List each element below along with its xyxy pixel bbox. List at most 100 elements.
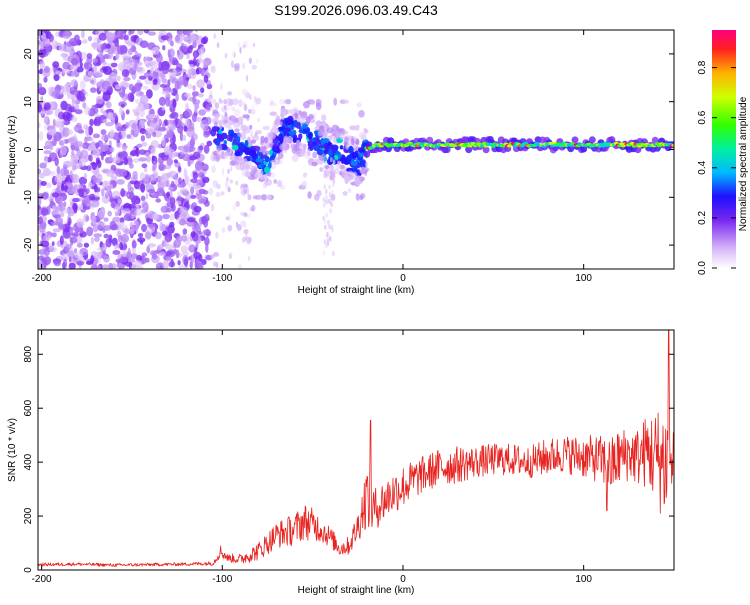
noise-blob — [182, 232, 187, 241]
colorbar-gradient — [712, 30, 736, 268]
noise-blob — [94, 187, 101, 193]
line-halo — [651, 136, 659, 144]
signal-blob — [319, 167, 323, 172]
noise-blob — [119, 107, 124, 116]
noise-blob — [134, 50, 138, 56]
signal-blob — [274, 146, 278, 152]
spectrogram-heatmap — [38, 30, 674, 269]
noise-blob — [119, 242, 124, 251]
noise-blob — [133, 259, 143, 268]
noise-blob — [188, 244, 196, 253]
noise-blob — [59, 145, 67, 156]
noise-blob — [43, 150, 52, 155]
noise-blob — [87, 144, 97, 151]
noise-blob — [74, 34, 80, 42]
noise-blob — [137, 237, 146, 243]
noise-blob — [95, 142, 100, 149]
signal-blob — [351, 171, 358, 178]
noise-blob — [215, 191, 221, 198]
noise-blob — [174, 239, 182, 247]
noise-blob — [71, 116, 78, 123]
signal-blob — [322, 215, 326, 221]
noise-blob — [192, 151, 201, 159]
noise-blob — [146, 89, 153, 99]
noise-blob — [224, 52, 228, 59]
noise-blob — [52, 118, 56, 128]
noise-blob — [71, 71, 75, 78]
noise-blob — [101, 188, 105, 197]
noise-blob — [201, 163, 209, 172]
signal-blob — [255, 169, 264, 177]
noise-blob — [74, 141, 79, 150]
noise-blob — [161, 90, 170, 95]
noise-blob — [121, 82, 130, 88]
noise-blob — [102, 180, 109, 190]
noise-blob — [88, 154, 93, 162]
signal-blob — [324, 193, 328, 199]
signal-blob — [229, 160, 237, 166]
noise-blob — [173, 159, 179, 164]
noise-blob — [162, 79, 168, 85]
noise-blob — [156, 118, 162, 126]
noise-blob — [137, 233, 144, 238]
noise-blob — [143, 30, 150, 34]
signal-blob — [351, 138, 355, 146]
noise-blob — [150, 60, 158, 69]
noise-blob — [53, 74, 60, 82]
noise-blob — [192, 50, 200, 59]
signal-blob — [223, 115, 227, 121]
noise-blob — [182, 30, 191, 35]
noise-blob — [116, 30, 121, 38]
noise-blob — [174, 118, 179, 126]
noise-blob — [71, 98, 75, 108]
noise-blob — [38, 82, 43, 89]
noise-blob — [186, 128, 195, 138]
line-halo — [363, 150, 371, 158]
signal-blob — [328, 141, 331, 147]
signal-blob — [266, 131, 274, 140]
signal-blob — [229, 155, 237, 161]
noise-blob — [38, 72, 41, 81]
noise-blob — [161, 106, 166, 111]
noise-blob — [147, 31, 156, 36]
signal-blob — [330, 157, 333, 163]
noise-blob — [165, 244, 174, 250]
noise-blob — [152, 70, 157, 80]
noise-blob — [83, 172, 87, 179]
noise-blob — [66, 41, 73, 47]
figure-title: S199.2026.096.03.49.C43 — [274, 2, 438, 18]
noise-blob — [60, 52, 68, 58]
signal-blob — [273, 127, 279, 134]
noise-blob — [227, 168, 230, 174]
noise-blob — [93, 233, 103, 238]
signal-blob — [342, 191, 348, 196]
signal-blob — [212, 98, 217, 105]
noise-blob — [44, 155, 49, 165]
x-tick-label: 0 — [400, 574, 406, 585]
noise-blob — [111, 156, 121, 164]
signal-blob — [332, 182, 335, 188]
noise-blob — [205, 116, 212, 125]
noise-blob — [54, 84, 62, 93]
signal-blob — [240, 131, 247, 136]
noise-blob — [178, 165, 182, 173]
noise-blob — [129, 186, 134, 193]
noise-blob — [71, 173, 80, 184]
noise-blob — [115, 212, 119, 217]
noise-blob — [150, 147, 157, 155]
signal-blob — [318, 160, 324, 165]
noise-blob — [243, 212, 248, 218]
noise-blob — [78, 203, 84, 211]
noise-blob — [90, 236, 94, 245]
noise-blob — [143, 177, 150, 188]
noise-blob — [131, 61, 139, 71]
noise-blob — [38, 249, 47, 255]
noise-blob — [122, 145, 128, 150]
noise-blob — [79, 149, 89, 159]
noise-blob — [127, 247, 131, 258]
signal-blob — [262, 125, 271, 131]
noise-blob — [111, 237, 118, 247]
signal-blob — [326, 238, 330, 244]
noise-blob — [176, 195, 182, 202]
colorbar-tick-label: 0.8 — [697, 60, 708, 74]
